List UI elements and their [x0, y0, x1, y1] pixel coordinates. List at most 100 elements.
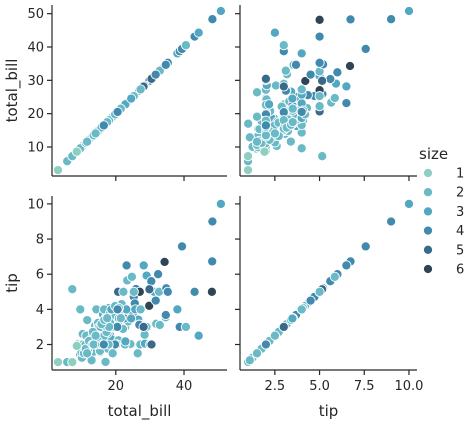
panel-total_bill-vs-tip [235, 5, 417, 181]
scatter-point [120, 336, 131, 347]
scatter-point [285, 136, 296, 147]
scatter-point [98, 120, 109, 131]
scatter-point [332, 67, 343, 78]
legend-label: 2 [456, 186, 464, 201]
scatter-point [135, 304, 146, 315]
scatter-point [144, 284, 155, 295]
legend-item: 6 [422, 263, 464, 278]
scatter-point [67, 284, 78, 295]
legend-item: 3 [422, 205, 464, 220]
scatter-point [154, 319, 165, 331]
scatter-point [344, 60, 356, 72]
scatter-point [118, 286, 129, 297]
scatter-point [128, 286, 139, 297]
scatter-point [162, 286, 173, 297]
scatter-point [260, 339, 271, 350]
scatter-point [269, 128, 280, 139]
legend-marker [422, 244, 434, 255]
scatter-point [264, 99, 275, 110]
legend-marker [422, 206, 434, 217]
scatter-point [160, 309, 171, 321]
scatter-point [278, 81, 289, 92]
scatter-point [251, 136, 263, 147]
scatter-point [251, 87, 263, 98]
legend-label: 3 [456, 205, 464, 220]
scatter-point [341, 81, 352, 92]
scatter-point [296, 84, 307, 95]
scatter-point [305, 295, 316, 306]
scatter-point [287, 93, 298, 104]
scatter-point [215, 198, 226, 209]
scatter-point [329, 92, 340, 104]
scatter-point [260, 130, 271, 141]
scatter-point [132, 348, 143, 359]
x-tick-label: 10.0 [394, 379, 423, 394]
scatter-point [207, 216, 218, 227]
scatter-point [345, 14, 356, 25]
scatter-point [278, 321, 289, 332]
scatter-point [243, 118, 254, 129]
scatter-point [193, 330, 204, 341]
scatter-point [290, 59, 302, 70]
legend-marker [422, 263, 434, 275]
scatter-point [242, 165, 254, 176]
scatter-point [180, 40, 191, 51]
x-tick-label: 20 [108, 379, 125, 394]
scatter-point [71, 146, 82, 157]
scatter-point [287, 117, 298, 128]
scatter-point [86, 355, 97, 366]
panel-tip-vs-total_bill: 20 40 2 4 6 8 10 total_bill tip [3, 196, 227, 421]
scatter-point [193, 27, 204, 38]
legend-label: 1 [456, 167, 464, 182]
y-axis-label: total_bill [3, 59, 22, 123]
y-axis-label: tip [3, 273, 21, 293]
legend-label: 5 [456, 243, 464, 258]
scatter-point [278, 40, 289, 51]
scatter-point [296, 106, 307, 117]
x-tick-label: 40 [176, 379, 193, 394]
legend-label: 4 [456, 224, 464, 239]
scatter-point [314, 57, 325, 68]
scatter-point [314, 14, 325, 25]
scatter-point [98, 339, 109, 350]
scatter-point [314, 101, 325, 112]
scatter-point [360, 241, 371, 252]
x-axis-label: total_bill [108, 402, 172, 421]
panel-tip-vs-tip: 2.5 5.0 7.5 10.0 tip [235, 196, 423, 420]
y-tick-label: 8 [36, 233, 44, 248]
scatter-point [287, 313, 298, 324]
y-tick-label: 4 [36, 303, 44, 318]
scatter-point [102, 313, 113, 324]
scatter-point [300, 75, 311, 87]
scatter-point [126, 271, 137, 282]
scatter-point [107, 348, 118, 359]
y-tick-label: 10 [27, 141, 44, 156]
scatter-point [296, 143, 307, 154]
scatter-point [269, 27, 280, 38]
scatter-point [329, 271, 340, 282]
scatter-point [153, 269, 164, 280]
scatter-point [150, 295, 161, 306]
legend-item: 4 [422, 224, 464, 239]
x-axis-label: tip [319, 402, 339, 420]
scatter-point [314, 286, 325, 297]
legend-marker [422, 167, 434, 179]
scatter-point [296, 48, 307, 59]
scatter-point [52, 165, 64, 176]
scatter-point [160, 59, 171, 70]
scatter-point [115, 313, 126, 324]
y-tick-label: 50 [27, 7, 44, 22]
legend-item: 1 [422, 167, 464, 182]
scatter-point [259, 146, 270, 157]
x-tick-label: 5.0 [309, 379, 330, 394]
y-tick-label: 10 [27, 197, 44, 212]
scatter-point [82, 136, 93, 147]
legend-title: size [419, 145, 448, 163]
y-tick-label: 20 [27, 107, 44, 122]
scatter-point [67, 357, 78, 368]
scatter-point [215, 5, 226, 17]
x-tick-label: 2.5 [265, 379, 286, 394]
scatter-point [260, 120, 271, 131]
scatter-point [71, 340, 82, 351]
